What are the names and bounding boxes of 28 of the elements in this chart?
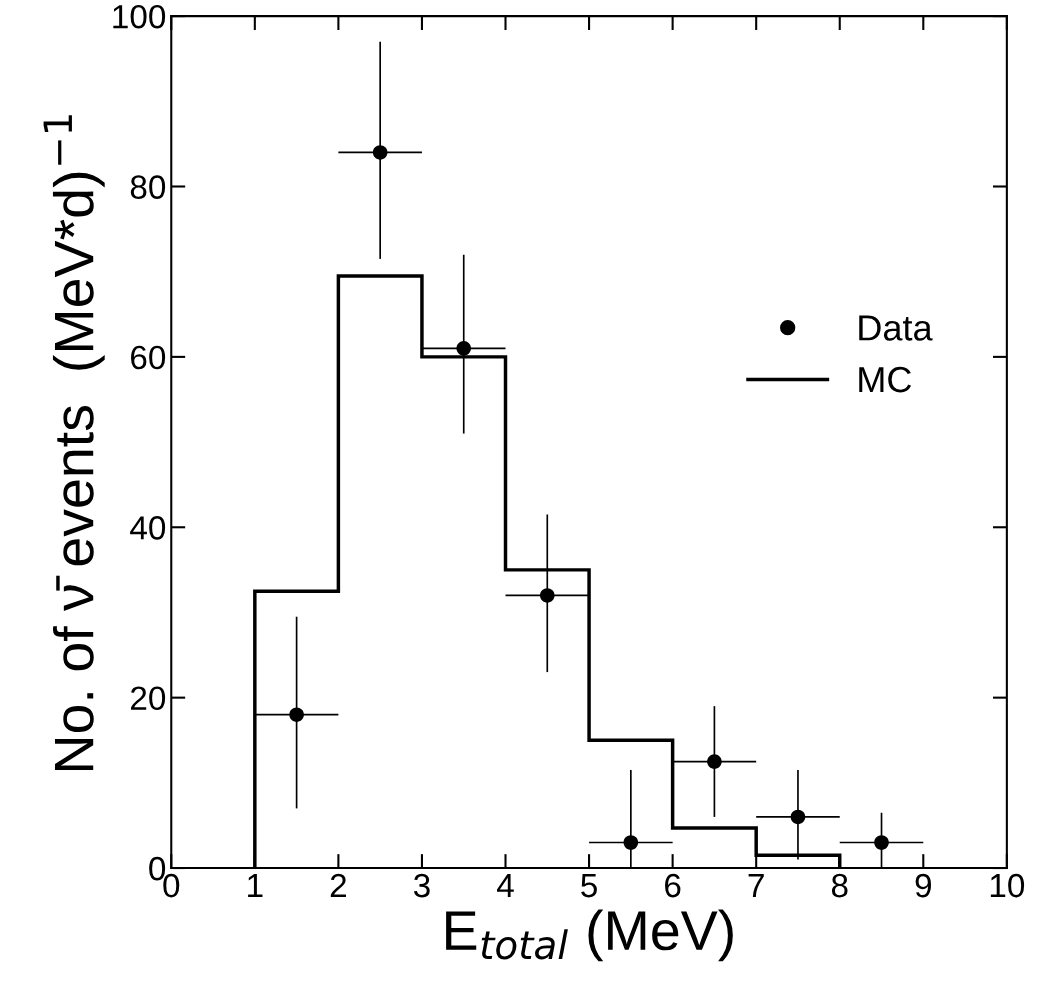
x-tick-label: 10 [990,873,1025,898]
y-tick-label: 40 [130,516,166,540]
point [623,835,639,850]
legend-label: Data [859,315,933,341]
y-axis-title: No. of ν̄ events (MeV*d)$^{−1}$ [43,115,105,771]
x-tick-label: 1 [248,874,263,898]
x-axis-title: E$_{total}$ (MeV) [446,909,733,962]
y-tick-label: 100 [113,4,166,29]
point [540,588,555,603]
x-tick-label: 3 [413,873,430,898]
point [790,809,806,825]
x-tick-label: 4 [497,874,514,898]
x-tick-label: 8 [831,873,848,898]
x-tick-label: 2 [330,873,346,898]
y-tick-label: 60 [131,345,166,370]
y-tick-label: 0 [149,856,166,881]
point [456,341,472,356]
x-tick-label: 7 [748,874,764,898]
legend-label: MC [859,366,912,393]
point [707,754,722,769]
point [372,145,388,160]
x-tick-label: 5 [581,874,597,898]
y-tick-label: 20 [131,686,166,711]
point [289,707,304,722]
point [874,835,889,850]
x-tick-label: 6 [665,873,681,898]
y-tick-label: 80 [130,175,166,199]
x-tick-label: 9 [915,873,931,898]
